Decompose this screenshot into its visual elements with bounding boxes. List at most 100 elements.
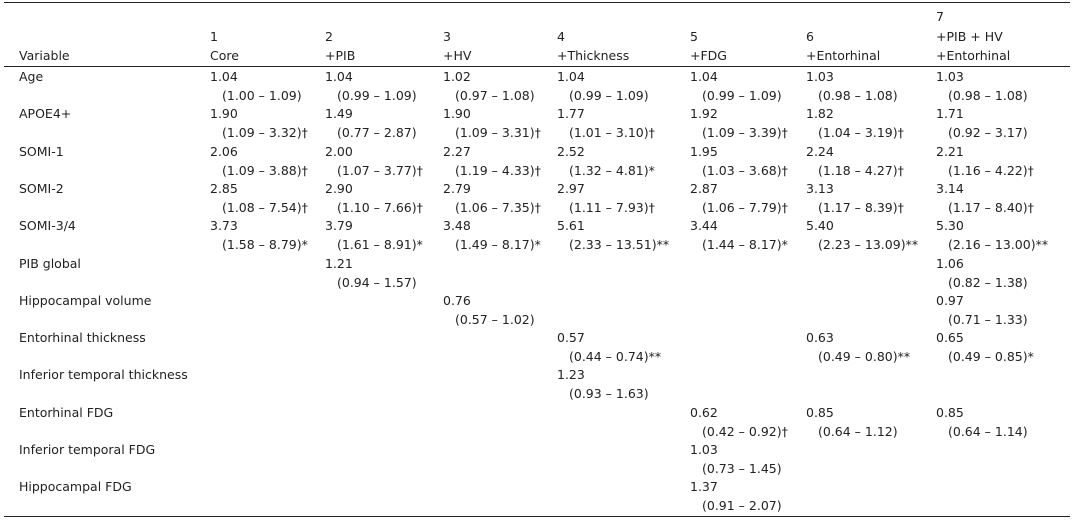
- row-label: SOMI-2: [19, 180, 64, 196]
- estimate: 0.97: [936, 292, 964, 308]
- confidence-interval: (1.07 – 3.77)†: [337, 162, 423, 178]
- estimate: 2.06: [210, 143, 238, 159]
- confidence-interval: (0.99 – 1.09): [569, 88, 649, 103]
- confidence-interval: (0.77 – 2.87): [337, 125, 417, 141]
- estimate: 1.06: [936, 255, 964, 271]
- estimate: 0.63: [806, 330, 834, 346]
- estimate: 3.79: [325, 218, 353, 234]
- confidence-interval: (1.11 – 7.93)†: [569, 199, 655, 215]
- estimate: 1.04: [210, 69, 238, 84]
- column-header: 6: [806, 28, 814, 44]
- estimate: 1.03: [936, 69, 964, 84]
- column-header: 7: [936, 9, 944, 25]
- column-header: 2: [325, 28, 333, 44]
- estimate: 1.95: [690, 143, 718, 159]
- row-label: Inferior temporal thickness: [19, 367, 188, 383]
- confidence-interval: (1.16 – 4.22)†: [948, 162, 1034, 178]
- confidence-interval: (0.99 – 1.09): [702, 88, 782, 103]
- confidence-interval: (1.01 – 3.10)†: [569, 125, 655, 141]
- confidence-interval: (1.09 – 3.31)†: [455, 125, 541, 141]
- estimate: 3.44: [690, 218, 718, 234]
- bottom-rule: [4, 516, 1070, 517]
- confidence-interval: (0.49 – 0.85)*: [948, 349, 1034, 365]
- estimate: 0.65: [936, 330, 964, 346]
- confidence-interval: (1.44 – 8.17)*: [702, 237, 788, 253]
- estimate: 2.85: [210, 180, 238, 196]
- column-header: +Thickness: [557, 48, 630, 63]
- estimate: 2.21: [936, 143, 964, 159]
- estimate: 0.62: [690, 404, 718, 420]
- estimate: 1.21: [325, 255, 353, 271]
- estimate: 1.82: [806, 106, 834, 122]
- estimate: 1.02: [443, 69, 471, 84]
- confidence-interval: (0.94 – 1.57): [337, 274, 417, 290]
- row-label: Hippocampal FDG: [19, 479, 132, 495]
- column-header: +Entorhinal: [936, 48, 1011, 63]
- confidence-interval: (1.17 – 8.39)†: [818, 199, 904, 215]
- confidence-interval: (0.93 – 1.63): [569, 386, 649, 402]
- confidence-interval: (0.97 – 1.08): [455, 88, 535, 103]
- estimate: 1.90: [443, 106, 471, 122]
- confidence-interval: (1.03 – 3.68)†: [702, 162, 788, 178]
- confidence-interval: (1.10 – 7.66)†: [337, 199, 423, 215]
- column-header: +FDG: [690, 48, 727, 63]
- confidence-interval: (1.58 – 8.79)*: [222, 237, 308, 253]
- estimate: 3.73: [210, 218, 238, 234]
- confidence-interval: (0.92 – 3.17): [948, 125, 1028, 141]
- estimate: 1.77: [557, 106, 585, 122]
- estimate: 3.14: [936, 180, 964, 196]
- estimate: 1.92: [690, 106, 718, 122]
- confidence-interval: (1.19 – 4.33)†: [455, 162, 541, 178]
- estimate: 2.87: [690, 180, 718, 196]
- estimate: 1.23: [557, 367, 585, 383]
- estimate: 2.24: [806, 143, 834, 159]
- estimate: 1.04: [325, 69, 353, 84]
- confidence-interval: (1.09 – 3.32)†: [222, 125, 308, 141]
- confidence-interval: (0.98 – 1.08): [818, 88, 898, 103]
- estimate: 3.48: [443, 218, 471, 234]
- column-header: 5: [690, 28, 698, 44]
- column-header: 1: [210, 28, 218, 44]
- column-header: +PIB: [325, 48, 356, 63]
- estimate: 0.76: [443, 292, 471, 308]
- estimate: 1.04: [690, 69, 718, 84]
- confidence-interval: (1.09 – 3.88)†: [222, 162, 308, 178]
- estimate: 1.90: [210, 106, 238, 122]
- estimate: 0.57: [557, 330, 585, 346]
- confidence-interval: (2.16 – 13.00)**: [948, 237, 1049, 253]
- estimate: 5.30: [936, 218, 964, 234]
- confidence-interval: (1.32 – 4.81)*: [569, 162, 655, 178]
- column-header: +HV: [443, 48, 472, 63]
- estimate: 2.00: [325, 143, 353, 159]
- top-rule: [4, 2, 1070, 3]
- confidence-interval: (0.91 – 2.07): [702, 498, 782, 514]
- row-label: APOE4+: [19, 106, 72, 122]
- estimate: 1.04: [557, 69, 585, 84]
- confidence-interval: (1.06 – 7.35)†: [455, 199, 541, 215]
- estimate: 2.52: [557, 143, 585, 159]
- row-label: Entorhinal FDG: [19, 404, 114, 420]
- estimate: 0.85: [936, 404, 964, 420]
- estimate: 2.27: [443, 143, 471, 159]
- confidence-interval: (0.82 – 1.38): [948, 274, 1028, 290]
- confidence-interval: (1.04 – 3.19)†: [818, 125, 904, 141]
- estimate: 2.97: [557, 180, 585, 196]
- column-header: 3: [443, 28, 451, 44]
- estimate: 5.61: [557, 218, 585, 234]
- estimate: 1.37: [690, 479, 718, 495]
- estimate: 0.85: [806, 404, 834, 420]
- row-label: SOMI-3/4: [19, 218, 76, 234]
- confidence-interval: (2.33 – 13.51)**: [569, 237, 670, 253]
- column-header: Variable: [19, 48, 70, 63]
- confidence-interval: (2.23 – 13.09)**: [818, 237, 919, 253]
- confidence-interval: (0.64 – 1.14): [948, 423, 1028, 439]
- confidence-interval: (0.42 – 0.92)†: [702, 423, 788, 439]
- confidence-interval: (1.09 – 3.39)†: [702, 125, 788, 141]
- estimate: 2.79: [443, 180, 471, 196]
- row-label: SOMI-1: [19, 143, 64, 159]
- column-header: Core: [210, 48, 239, 63]
- estimate: 1.49: [325, 106, 353, 122]
- confidence-interval: (0.73 – 1.45): [702, 461, 782, 476]
- confidence-interval: (0.57 – 1.02): [455, 311, 535, 327]
